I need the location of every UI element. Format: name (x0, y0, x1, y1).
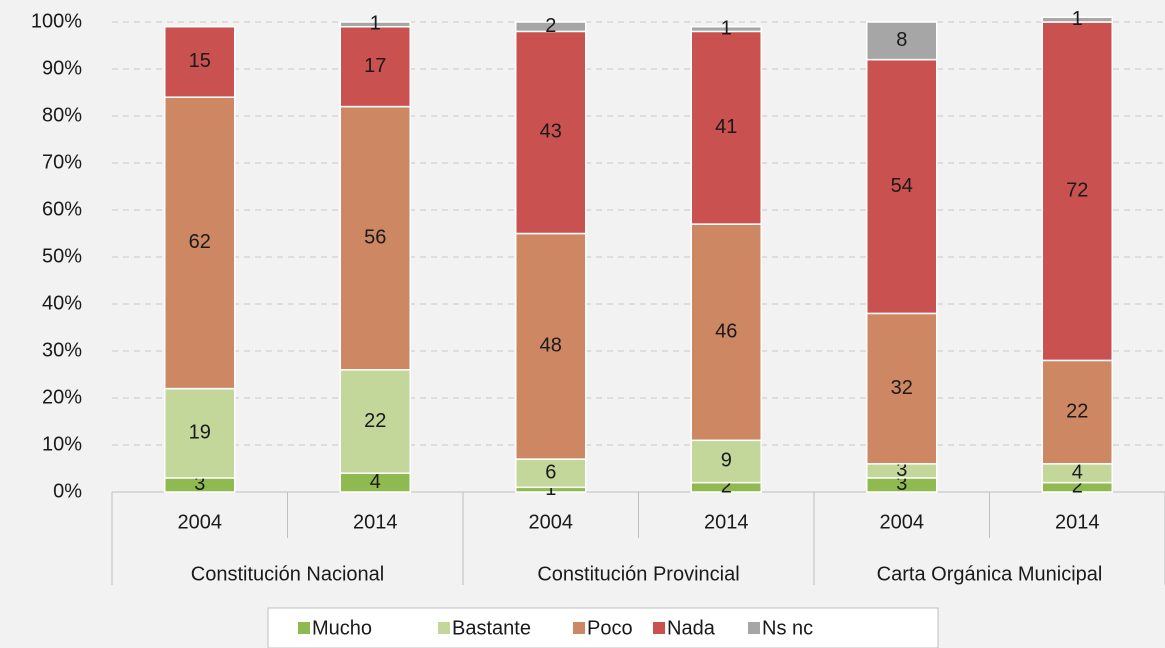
data-label: 56 (364, 226, 386, 248)
data-label: 1 (721, 17, 732, 39)
y-tick-label: 0% (53, 480, 82, 502)
x-tick-label: 2004 (880, 511, 925, 533)
bar-segment (515, 30, 587, 235)
y-tick-label: 50% (42, 245, 82, 267)
y-tick-label: 10% (42, 433, 82, 455)
data-label: 6 (545, 461, 556, 483)
data-label: 8 (896, 29, 907, 51)
bar-segment (164, 96, 236, 390)
bar-segment (690, 25, 762, 33)
bar-segment (866, 21, 938, 61)
bar-segment (690, 223, 762, 442)
group-label: Constitución Provincial (537, 563, 739, 585)
data-label: 9 (721, 450, 732, 472)
data-label: 3 (194, 473, 205, 495)
bar-segment (164, 387, 236, 479)
data-label: 1 (370, 13, 381, 35)
legend-swatch (653, 622, 665, 634)
data-label: 3 (896, 459, 907, 481)
legend-box (267, 607, 939, 648)
legend-swatch (573, 622, 585, 634)
y-tick-label: 80% (42, 104, 82, 126)
data-label: 3 (896, 473, 907, 495)
legend-label: Nada (667, 617, 716, 639)
bar-segment (1041, 21, 1113, 362)
bar-segment (1041, 16, 1113, 23)
data-label: 62 (189, 231, 211, 253)
data-label: 17 (364, 55, 386, 77)
x-tick-label: 2014 (353, 511, 398, 533)
data-label: 1 (545, 478, 556, 500)
data-label: 46 (715, 320, 737, 342)
data-label: 41 (715, 116, 737, 138)
data-label: 2 (545, 15, 556, 37)
data-label: 15 (189, 50, 211, 72)
x-tick-label: 2014 (704, 511, 749, 533)
y-tick-label: 40% (42, 292, 82, 314)
legend-swatch (298, 622, 310, 634)
data-label: 22 (364, 410, 386, 432)
data-label: 43 (540, 121, 562, 143)
data-label: 32 (891, 377, 913, 399)
data-label: 4 (370, 471, 381, 493)
y-tick-label: 70% (42, 151, 82, 173)
y-tick-label: 30% (42, 339, 82, 361)
bar-segment (866, 312, 938, 465)
legend-label: Ns nc (762, 617, 813, 639)
x-tick-label: 2004 (178, 511, 223, 533)
data-label: 72 (1066, 179, 1088, 201)
bar-segment (339, 21, 411, 28)
x-tick-label: 2004 (529, 511, 574, 533)
bar-segment (515, 232, 587, 460)
data-label: 4 (1072, 461, 1083, 483)
x-tick-label: 2014 (1055, 511, 1100, 533)
group-label: Carta Orgánica Municipal (877, 563, 1103, 585)
data-label: 2 (721, 476, 732, 498)
data-label: 48 (540, 335, 562, 357)
legend-label: Poco (587, 617, 633, 639)
bar-segment (866, 58, 938, 315)
data-label: 1 (1072, 8, 1083, 30)
y-tick-label: 20% (42, 386, 82, 408)
y-tick-label: 90% (42, 57, 82, 79)
data-label: 54 (891, 175, 913, 197)
legend-swatch (438, 622, 450, 634)
bar-segment (690, 30, 762, 225)
data-label: 19 (189, 422, 211, 444)
legend-swatch (748, 622, 760, 634)
y-tick-label: 100% (31, 10, 82, 32)
y-tick-label: 60% (42, 198, 82, 220)
legend-label: Bastante (452, 617, 531, 639)
bar-segment (164, 25, 236, 98)
bar-segment (515, 21, 587, 33)
bar-segment (339, 369, 411, 474)
group-label: Constitución Nacional (191, 563, 384, 585)
legend-label: Mucho (312, 617, 372, 639)
data-label: 22 (1066, 400, 1088, 422)
data-label: 2 (1072, 476, 1083, 498)
bar-segment (690, 439, 762, 484)
bar-segment (339, 105, 411, 371)
